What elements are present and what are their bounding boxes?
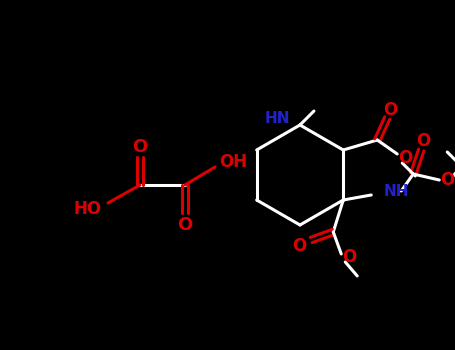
Text: O: O (342, 248, 356, 266)
Text: HO: HO (74, 200, 102, 218)
Text: O: O (132, 138, 147, 156)
Text: O: O (398, 149, 412, 167)
Text: O: O (416, 132, 430, 150)
Text: O: O (440, 171, 455, 189)
Text: NH: NH (383, 184, 409, 200)
Text: OH: OH (219, 153, 247, 171)
Text: O: O (292, 237, 306, 255)
Text: O: O (177, 216, 192, 234)
Text: HN: HN (264, 111, 290, 126)
Text: O: O (383, 101, 397, 119)
